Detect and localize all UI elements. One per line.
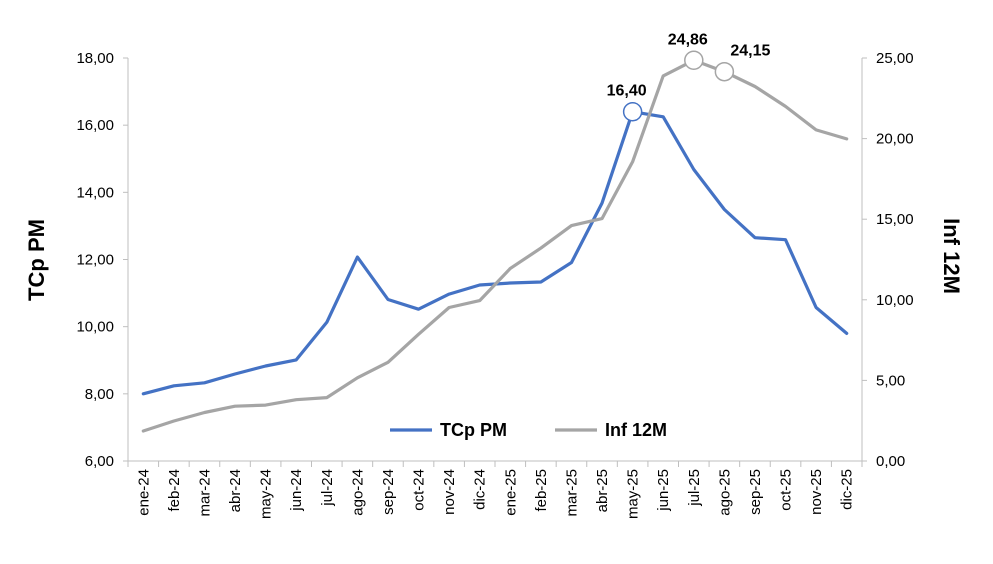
x-axis-tick-label: sep-25 [747, 469, 764, 515]
y-axis-left-tick-label: 10,00 [76, 319, 114, 336]
x-axis-tick-label: may-24 [258, 469, 275, 519]
x-axis-tick-label: sep-24 [380, 469, 397, 515]
series-line-tcp-pm [141, 110, 849, 396]
data-label: 16,40 [607, 83, 647, 100]
y-axis-right-tick-label: 5,00 [876, 372, 905, 389]
legend-label-tcp-pm: TCp PM [440, 420, 507, 440]
series-line-inf-12m [141, 58, 849, 433]
x-axis-tick-label: ene-24 [135, 469, 152, 516]
y-axis-left-tick-label: 8,00 [85, 386, 114, 403]
y-axis-left-tick-label: 12,00 [76, 252, 114, 269]
x-axis-tick-label: dic-24 [472, 469, 489, 510]
data-point-marker [714, 61, 735, 82]
x-axis-tick-label: ago-25 [716, 469, 733, 516]
x-axis-tick-label: oct-24 [411, 469, 428, 511]
x-axis-tick-label: abr-24 [227, 469, 244, 512]
data-point-marker [684, 50, 704, 71]
x-axis-tick-label: mar-24 [196, 469, 213, 517]
data-label: 24,86 [668, 31, 708, 48]
y-axis-right-label: Inf 12M [939, 218, 964, 294]
x-axis-tick-label: dic-25 [839, 469, 856, 510]
y-axis-right-tick-label: 20,00 [876, 131, 914, 148]
x-axis-tick-label: ago-24 [349, 469, 366, 516]
x-axis-tick-label: jul-24 [319, 469, 336, 507]
x-axis-tick-label: abr-25 [594, 469, 611, 512]
y-axis-right-tick-label: 25,00 [876, 50, 914, 67]
x-axis-tick-label: oct-25 [778, 469, 795, 511]
x-axis-tick-label: feb-25 [533, 469, 550, 512]
y-axis-left-tick-label: 14,00 [76, 184, 114, 201]
x-axis-tick-label: jun-25 [655, 469, 672, 512]
axes: 6,00 8,00 10,00 12,00 14,00 16,00 18,00 0,00 5,0… [76, 50, 913, 519]
x-axis-tick-label: mar-25 [563, 469, 580, 517]
y-axis-left-tick-label: 18,00 [76, 50, 114, 67]
data-labels-layer: 16,40 24,86 24,15 [607, 31, 770, 122]
data-label: 24,15 [730, 43, 770, 60]
y-axis-right-tick-label: 10,00 [876, 292, 914, 309]
x-axis-tick-label: nov-24 [441, 469, 458, 515]
legend-label-inf-12m: Inf 12M [605, 420, 667, 440]
y-axis-left-tick-label: 16,00 [76, 117, 114, 134]
y-axis-right-tick-label: 15,00 [876, 211, 914, 228]
x-axis-tick-label: feb-24 [166, 469, 183, 512]
series-layer [141, 58, 849, 433]
x-axis-tick-label: may-25 [625, 469, 642, 519]
y-axis-left-label: TCp PM [24, 219, 49, 301]
legend: TCp PM Inf 12M [390, 420, 667, 440]
y-axis-right-tick-label: 0,00 [876, 453, 905, 470]
x-axis-tick-label: ene-25 [502, 469, 519, 516]
y-axis-left-tick-label: 6,00 [85, 453, 114, 470]
x-axis-tick-label: nov-25 [808, 469, 825, 515]
x-axis-tick-label: jun-24 [288, 469, 305, 512]
x-axis-tick-label: jul-25 [686, 469, 703, 507]
data-point-marker [622, 101, 643, 122]
